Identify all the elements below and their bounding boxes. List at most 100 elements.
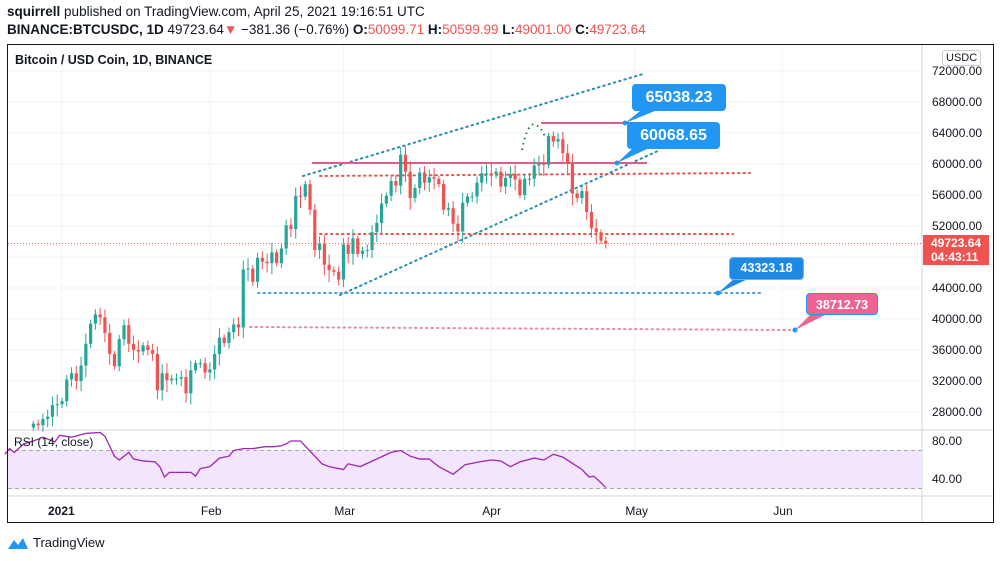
label-pointer: [795, 315, 825, 330]
tradingview-logo-icon: [8, 537, 28, 549]
price-label-43323[interactable]: 43323.18: [729, 257, 804, 280]
price-tick: 32000.00: [932, 374, 983, 388]
low-label: L:: [502, 22, 515, 37]
high-label: H:: [427, 22, 443, 37]
candle: [308, 184, 312, 210]
candle: [465, 196, 470, 203]
candle: [532, 165, 536, 179]
candle: [589, 212, 594, 229]
time-tick: May: [625, 504, 649, 518]
candle: [561, 139, 565, 154]
time-tick: Feb: [200, 504, 222, 518]
time-tick: Apr: [482, 504, 501, 518]
candle: [604, 240, 608, 244]
candle: [446, 208, 450, 210]
candle: [122, 325, 126, 340]
price-label-65038[interactable]: 65038.23: [632, 84, 726, 111]
candle: [551, 136, 555, 142]
candle: [437, 178, 441, 185]
candle: [232, 324, 236, 333]
candle: [213, 353, 217, 370]
candle: [432, 177, 436, 179]
candle: [399, 154, 403, 186]
candle: [360, 250, 365, 254]
publish-text: published on TradingView.com, April 25, …: [64, 4, 425, 19]
time-tick: 2021: [48, 504, 75, 518]
rsi-tick: 40.00: [932, 472, 963, 486]
candle: [375, 222, 379, 233]
candle: [117, 339, 121, 367]
candle: [294, 195, 298, 230]
candle: [451, 208, 455, 224]
anchor-point: [792, 327, 798, 333]
author[interactable]: squirrell: [7, 4, 61, 19]
candle: [461, 202, 465, 232]
candle: [184, 377, 188, 394]
candle: [198, 363, 202, 365]
price-tick: 52000.00: [932, 219, 983, 233]
candle: [322, 243, 326, 265]
brand-name: TradingView: [33, 535, 105, 550]
symbol-info: BINANCE:BTCUSDC, 1D 49723.64▼ −381.36 (−…: [7, 22, 646, 37]
publish-info: squirrell published on TradingView.com, …: [7, 4, 425, 19]
time-tick: Jun: [773, 504, 793, 518]
candle: [327, 264, 331, 271]
candle: [351, 238, 355, 254]
symbol: BINANCE:BTCUSDC, 1D: [7, 22, 164, 37]
candle: [341, 244, 346, 280]
candle: [566, 153, 570, 164]
candle: [103, 317, 107, 333]
candle: [98, 314, 102, 318]
candle: [160, 373, 164, 391]
candle: [203, 363, 207, 373]
candle: [546, 136, 551, 165]
candle: [518, 179, 522, 195]
candle: [36, 423, 40, 426]
candle: [337, 271, 341, 280]
rsi-tick: 80.00: [932, 434, 963, 448]
price-tick: 60000.00: [932, 157, 983, 171]
down-arrow-icon: ▼: [223, 22, 238, 37]
candle: [313, 209, 317, 251]
label-pointer: [718, 278, 750, 293]
label-pointer: [625, 111, 655, 123]
candle: [513, 174, 517, 180]
anchor-point: [715, 290, 721, 296]
candle: [408, 171, 412, 199]
candle: [356, 238, 360, 254]
candle: [127, 325, 131, 344]
candle: [480, 173, 484, 183]
candle: [570, 164, 574, 194]
candle: [599, 232, 603, 241]
candle: [55, 404, 59, 406]
candle: [74, 373, 78, 381]
price-label-38712[interactable]: 38712.73: [806, 293, 878, 315]
candle: [174, 378, 179, 380]
candle: [141, 345, 145, 352]
candle: [79, 365, 83, 381]
candle: [456, 223, 460, 232]
price-tick: 28000.00: [932, 405, 983, 419]
candle: [365, 250, 369, 252]
currency-button[interactable]: USDC: [942, 50, 982, 66]
chart-title: Bitcoin / USD Coin, 1D, BINANCE: [15, 53, 213, 67]
candle: [89, 323, 93, 344]
candle: [155, 353, 159, 391]
price-tick: 56000.00: [932, 188, 983, 202]
close-value: 49723.64: [589, 22, 646, 37]
candle: [222, 337, 226, 344]
candle: [227, 332, 231, 344]
candle: [284, 225, 288, 249]
chart-frame: [7, 44, 994, 523]
candle: [389, 181, 393, 196]
tradingview-logo[interactable]: TradingView: [7, 535, 105, 550]
candle: [585, 191, 589, 213]
candle: [270, 252, 274, 264]
price-label-60068[interactable]: 60068.65: [627, 122, 720, 149]
price-tick: 36000.00: [932, 343, 983, 357]
candle: [303, 184, 307, 197]
candle: [298, 195, 303, 197]
candle: [499, 171, 503, 187]
anchor-point: [622, 120, 628, 126]
